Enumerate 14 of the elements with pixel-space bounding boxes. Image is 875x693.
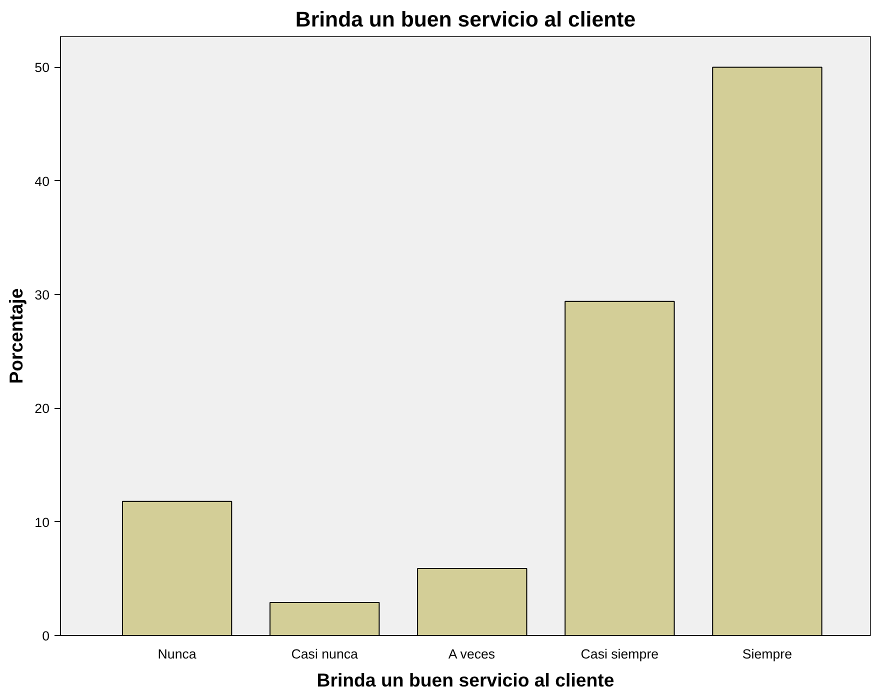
x-tick-label: Casi siempre <box>580 646 659 662</box>
y-tick-label: 0 <box>42 628 50 644</box>
x-tick-label: A veces <box>448 646 496 662</box>
y-tick-label: 30 <box>34 288 50 303</box>
x-tick-label: Siempre <box>742 646 792 662</box>
x-axis-title: Brinda un buen servicio al cliente <box>316 670 614 690</box>
y-tick-label: 40 <box>34 174 50 189</box>
y-tick-label: 10 <box>34 514 50 530</box>
y-axis-title: Porcentaje <box>6 288 27 384</box>
y-tick-label: 50 <box>34 60 50 76</box>
chart-title: Brinda un buen servicio al cliente <box>295 8 636 32</box>
x-tick-label: Nunca <box>158 646 197 662</box>
x-tick-label: Casi nunca <box>291 646 359 662</box>
y-tick-label: 20 <box>34 401 50 416</box>
